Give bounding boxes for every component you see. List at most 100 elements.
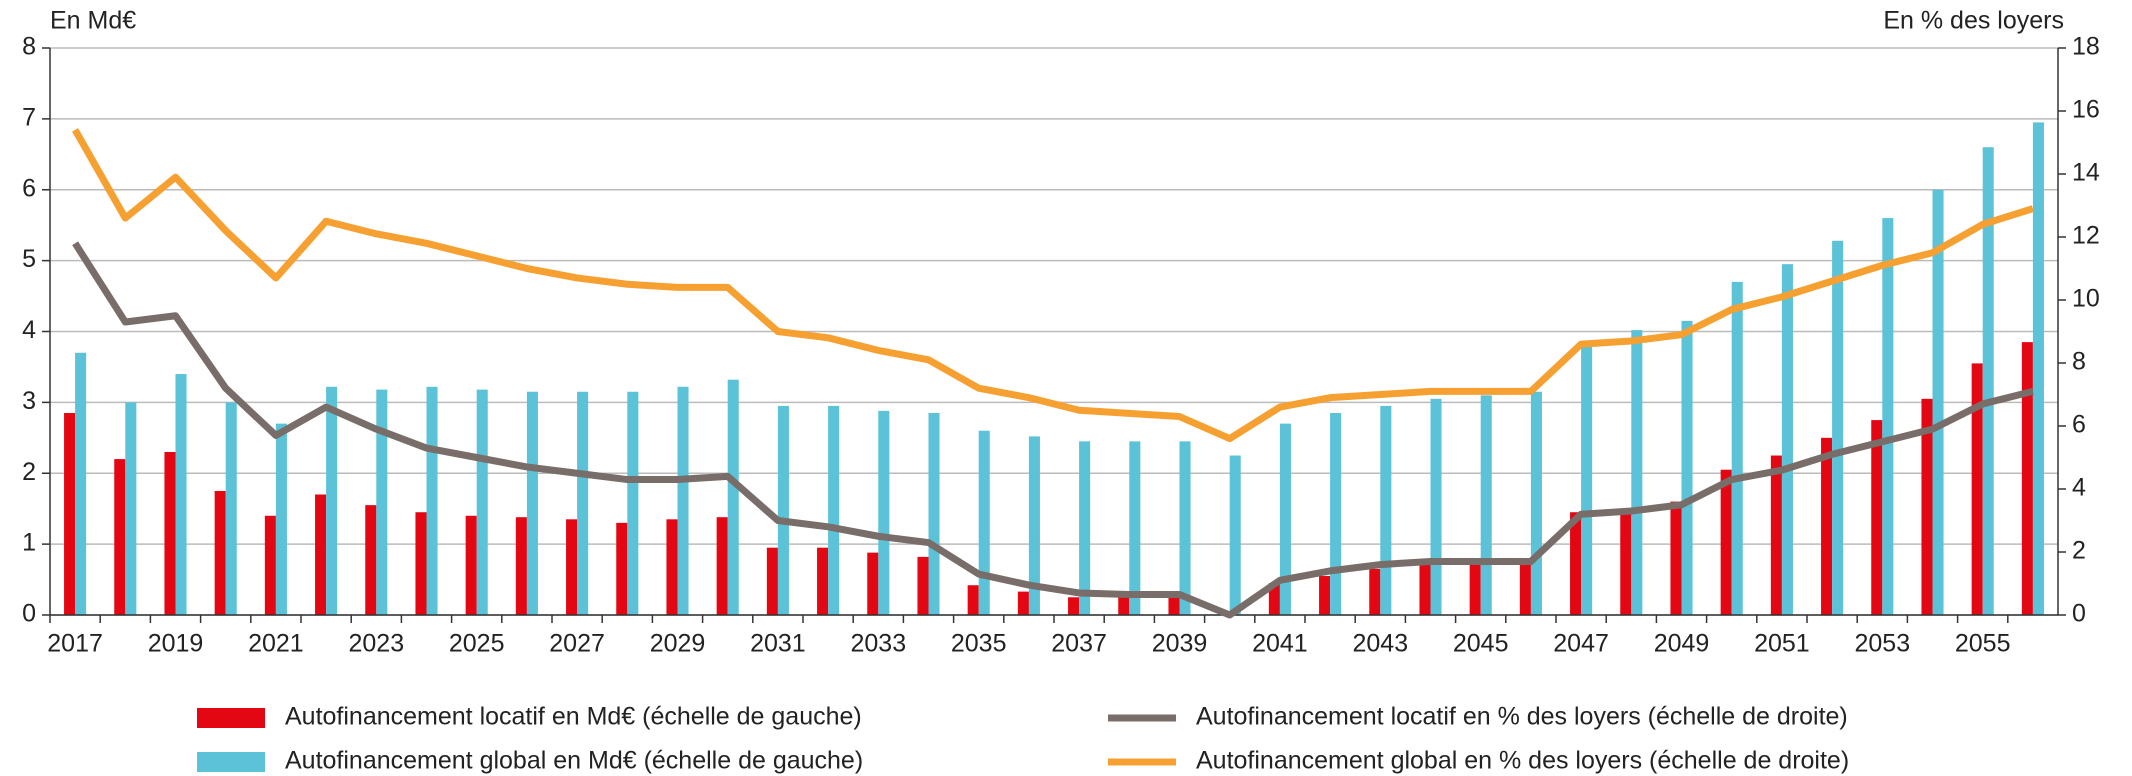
bar	[315, 494, 327, 615]
legend-label: Autofinancement global en Md€ (échelle d…	[285, 747, 863, 775]
bar	[1581, 342, 1593, 615]
bar	[577, 391, 589, 615]
bar	[1028, 436, 1040, 615]
bar	[1882, 218, 1894, 615]
x-tick-label: 2041	[1252, 630, 1308, 658]
line	[72, 128, 2034, 443]
bar	[878, 410, 890, 615]
x-tick-label: 2055	[1955, 630, 2011, 658]
bar	[1670, 501, 1682, 615]
bar	[1118, 597, 1130, 615]
legend-label: Autofinancement global en % des loyers (…	[1196, 747, 1849, 775]
x-tick-label: 2019	[148, 630, 204, 658]
y-tick-label: 2	[22, 458, 36, 486]
x-tick-label: 2035	[951, 630, 1007, 658]
bar	[515, 517, 527, 615]
bar	[1921, 398, 1933, 615]
bar	[1079, 441, 1091, 615]
x-tick-label: 2033	[850, 630, 906, 658]
y2-tick-label: 0	[2072, 600, 2086, 628]
x-tick-label: 2043	[1352, 630, 1408, 658]
bar	[164, 451, 176, 615]
bar	[2021, 342, 2033, 615]
bar	[766, 547, 778, 615]
legend-swatch	[197, 708, 265, 728]
bar	[666, 519, 678, 615]
bar	[1731, 281, 1743, 615]
y2-axis-label: En % des loyers	[1883, 7, 2064, 35]
bar	[566, 519, 578, 615]
y2-tick-label: 8	[2072, 348, 2086, 376]
bar	[1380, 405, 1392, 615]
bar	[967, 585, 979, 615]
bar	[1017, 591, 1029, 615]
bar	[777, 405, 789, 615]
bar	[476, 389, 488, 615]
y-tick-label: 4	[22, 316, 36, 344]
y-axis-label: En Md€	[50, 7, 136, 35]
bar	[1982, 147, 1994, 615]
bar	[1330, 413, 1342, 615]
x-tick-label: 2021	[248, 630, 304, 658]
bar	[817, 547, 829, 615]
bar	[1971, 363, 1983, 615]
line	[72, 241, 2034, 619]
y-tick-label: 6	[22, 174, 36, 202]
x-tick-label: 2037	[1051, 630, 1107, 658]
bar	[175, 374, 187, 615]
bar	[365, 505, 377, 615]
bar	[1681, 320, 1693, 615]
bar	[677, 386, 689, 615]
bar	[415, 512, 427, 615]
y2-tick-label: 16	[2072, 96, 2100, 124]
bar	[125, 402, 137, 615]
bar	[326, 386, 338, 615]
y-tick-label: 0	[22, 600, 36, 628]
bar	[1369, 568, 1381, 615]
bar	[1480, 395, 1492, 615]
x-tick-label: 2049	[1654, 630, 1710, 658]
bar	[1229, 455, 1241, 615]
bar	[917, 556, 929, 615]
bar	[1871, 420, 1883, 615]
bar	[1430, 398, 1442, 615]
x-tick-label: 2053	[1854, 630, 1910, 658]
bar	[275, 423, 287, 615]
bar	[1570, 512, 1582, 615]
bar	[1821, 437, 1833, 615]
bar	[1720, 469, 1732, 615]
legend-swatch	[197, 752, 265, 772]
bar	[1068, 597, 1080, 615]
bar	[114, 459, 126, 615]
y2-tick-label: 4	[2072, 474, 2086, 502]
y-tick-label: 5	[22, 245, 36, 273]
y2-tick-label: 10	[2072, 285, 2100, 313]
bar	[1530, 391, 1542, 615]
y2-tick-label: 6	[2072, 411, 2086, 439]
x-tick-label: 2017	[47, 630, 103, 658]
bar	[2032, 122, 2044, 615]
bar	[526, 391, 538, 615]
x-tick-label: 2025	[449, 630, 505, 658]
bar	[64, 413, 76, 615]
bar	[376, 389, 388, 615]
x-tick-label: 2031	[750, 630, 806, 658]
y2-tick-label: 2	[2072, 537, 2086, 565]
x-tick-label: 2045	[1453, 630, 1509, 658]
x-tick-label: 2029	[650, 630, 706, 658]
y-tick-label: 1	[22, 529, 36, 557]
bar	[1832, 240, 1844, 615]
bar	[225, 402, 237, 615]
x-tick-label: 2039	[1152, 630, 1208, 658]
bar	[1179, 441, 1191, 615]
bar	[1129, 441, 1141, 615]
bar	[1932, 189, 1944, 615]
bar	[867, 552, 879, 615]
x-tick-label: 2027	[549, 630, 605, 658]
bar	[1620, 508, 1632, 615]
bar	[426, 386, 438, 615]
x-tick-label: 2047	[1553, 630, 1609, 658]
bar	[616, 522, 628, 615]
bar	[627, 391, 639, 615]
